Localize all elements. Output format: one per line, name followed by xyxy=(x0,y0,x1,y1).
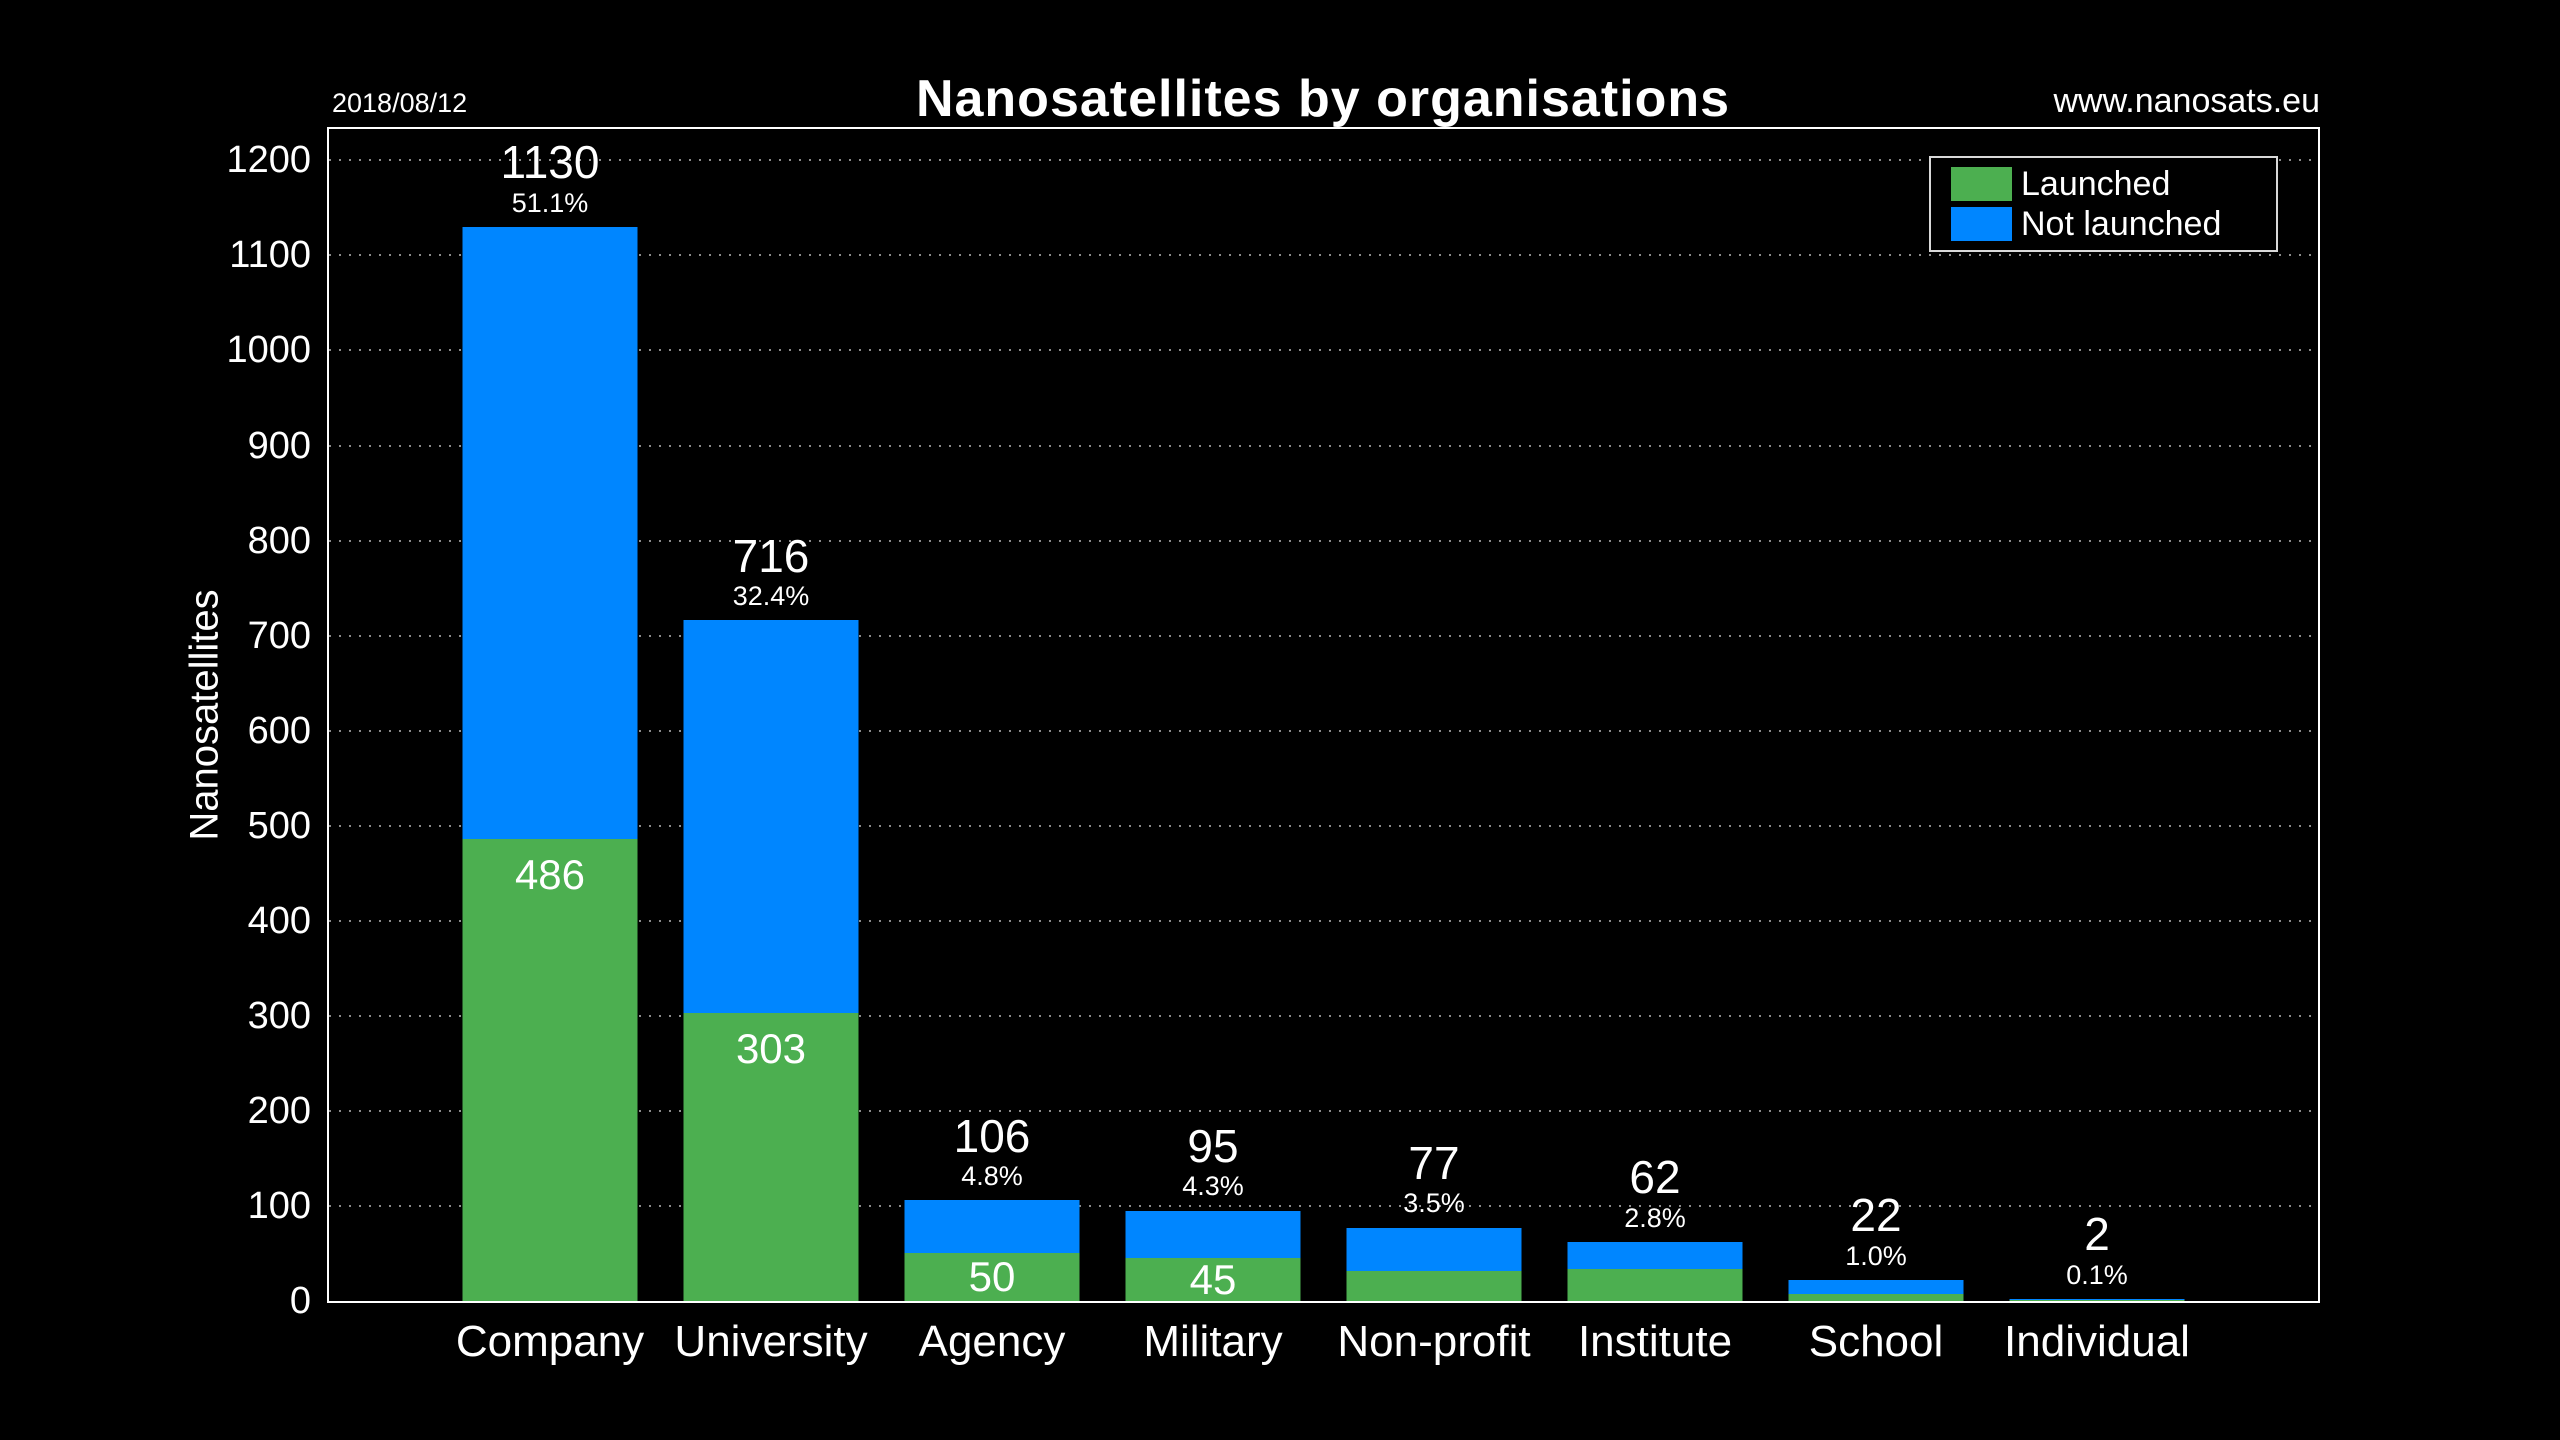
y-tick-1200: 1200 xyxy=(226,139,311,182)
bar-total-block-institute: 62 2.8% xyxy=(1515,1153,1795,1234)
bar-total-label-individual: 2 xyxy=(2084,1208,2110,1261)
bar-segment-launched-agency: 50 xyxy=(904,1253,1080,1301)
bar-percent-label-military: 4.3% xyxy=(1182,1171,1244,1202)
bar-segment-launched-university: 303 xyxy=(683,1013,859,1301)
bar-segment-notlaunched-university xyxy=(683,620,859,1013)
y-tick-900: 900 xyxy=(247,424,311,467)
bar-company: 486 xyxy=(462,226,638,1301)
legend-label-launched: Launched xyxy=(2021,165,2171,203)
x-category-label-institute: Institute xyxy=(1577,1317,1733,1366)
y-tick-400: 400 xyxy=(247,899,311,942)
y-tick-1100: 1100 xyxy=(229,234,311,277)
y-tick-1000: 1000 xyxy=(226,329,311,372)
gridline-1000 xyxy=(329,349,2318,352)
y-tick-800: 800 xyxy=(247,519,311,562)
bar-segment-notlaunched-company xyxy=(462,226,638,840)
x-category-label-university: University xyxy=(674,1317,868,1366)
bar-individual xyxy=(2009,1299,2185,1302)
bar-launched-label-agency: 50 xyxy=(968,1253,1016,1301)
bar-total-label-school: 22 xyxy=(1850,1189,1902,1242)
x-category-label-non-profit: Non-profit xyxy=(1337,1317,1531,1366)
x-category-label-school: School xyxy=(1808,1317,1944,1366)
bar-segment-launched-individual xyxy=(2009,1300,2185,1302)
y-tick-0: 0 xyxy=(289,1280,311,1322)
bar-total-label-institute: 62 xyxy=(1629,1151,1681,1204)
bar-segment-launched-military: 45 xyxy=(1125,1255,1301,1303)
gridline-1100 xyxy=(329,254,2318,257)
y-tick-100: 100 xyxy=(247,1184,311,1227)
gridline-800 xyxy=(329,539,2318,542)
chart-title: Nanosatellites by organisations xyxy=(915,70,1731,128)
bar-segment-notlaunched-agency xyxy=(904,1200,1080,1254)
bar-agency: 50 xyxy=(904,1200,1080,1301)
gridline-300 xyxy=(329,1014,2318,1017)
bar-institute xyxy=(1567,1242,1743,1301)
y-axis-label: Nanosatellites xyxy=(182,589,227,841)
bar-total-block-company: 1130 51.1% xyxy=(410,138,690,219)
y-tick-300: 300 xyxy=(247,994,311,1037)
bar-non-profit xyxy=(1346,1227,1522,1301)
bar-percent-label-non-profit: 3.5% xyxy=(1403,1188,1465,1219)
gridline-100 xyxy=(329,1204,2318,1207)
legend: Launched Not launched xyxy=(1929,156,2278,252)
bar-segment-notlaunched-institute xyxy=(1567,1242,1743,1269)
bar-segment-launched-school xyxy=(1788,1294,1964,1301)
plot-area: 0 100 200 300 400 500 600 700 800 900 1000 1100 1200… xyxy=(226,127,2320,1366)
gridline-900 xyxy=(329,444,2318,447)
x-category-label-agency: Agency xyxy=(918,1317,1066,1366)
gridline-1200 xyxy=(329,159,2318,162)
y-tick-200: 200 xyxy=(247,1089,311,1132)
bar-university: 303 xyxy=(683,620,859,1301)
x-category-label-military: Military xyxy=(1143,1317,1283,1366)
bar-launched-label-company: 486 xyxy=(514,851,586,899)
bar-total-label-university: 716 xyxy=(732,529,810,582)
legend-item-not-launched: Not launched xyxy=(1951,207,2276,241)
bar-total-block-individual: 2 0.1% xyxy=(1957,1210,2237,1291)
bar-segment-notlaunched-individual xyxy=(2009,1299,2185,1301)
bar-total-label-company: 1130 xyxy=(500,136,600,189)
gridline-700 xyxy=(329,634,2318,637)
y-tick-700: 700 xyxy=(247,614,311,657)
y-tick-600: 600 xyxy=(247,709,311,752)
date-label: 2018/08/12 xyxy=(332,88,468,118)
bar-total-block-university: 716 32.4% xyxy=(631,529,911,613)
bar-segment-launched-institute xyxy=(1567,1268,1743,1301)
bar-percent-label-institute: 2.8% xyxy=(1624,1202,1686,1233)
bar-total-label-agency: 106 xyxy=(953,1109,1031,1162)
bar-segment-notlaunched-school xyxy=(1788,1280,1964,1295)
legend-swatch-not-launched xyxy=(1951,207,2012,241)
bar-percent-label-company: 51.1% xyxy=(511,187,589,218)
bar-launched-label-military: 45 xyxy=(1189,1255,1237,1303)
bar-total-block-military: 95 4.3% xyxy=(1073,1122,1353,1203)
x-category-label-company: Company xyxy=(455,1317,645,1366)
gridline-500 xyxy=(329,824,2318,827)
gridline-200 xyxy=(329,1109,2318,1112)
y-tick-500: 500 xyxy=(247,804,311,847)
gridline-600 xyxy=(329,729,2318,732)
legend-item-launched: Launched xyxy=(1951,167,2276,201)
bar-total-block-agency: 106 4.8% xyxy=(852,1109,1132,1193)
bar-percent-label-university: 32.4% xyxy=(732,581,810,612)
bar-percent-label-agency: 4.8% xyxy=(961,1160,1023,1191)
bar-total-block-non-profit: 77 3.5% xyxy=(1294,1139,1574,1220)
legend-swatch-launched xyxy=(1951,167,2012,201)
bar-segment-notlaunched-non-profit xyxy=(1346,1227,1522,1271)
bar-segment-notlaunched-military xyxy=(1125,1210,1301,1259)
bar-school xyxy=(1788,1280,1964,1301)
bar-total-label-military: 95 xyxy=(1187,1120,1239,1173)
x-category-label-individual: Individual xyxy=(2004,1317,2190,1366)
website-label: www.nanosats.eu xyxy=(2053,82,2321,120)
bar-segment-launched-non-profit xyxy=(1346,1270,1522,1301)
legend-label-not-launched: Not launched xyxy=(2021,205,2222,243)
bar-percent-label-individual: 0.1% xyxy=(2066,1259,2128,1290)
bar-total-label-non-profit: 77 xyxy=(1408,1137,1460,1190)
gridline-400 xyxy=(329,919,2318,922)
bar-military: 45 xyxy=(1125,1210,1301,1303)
bar-segment-launched-company: 486 xyxy=(462,839,638,1301)
bar-total-block-school: 22 1.0% xyxy=(1736,1191,2016,1272)
bar-launched-label-university: 303 xyxy=(735,1025,807,1072)
bar-percent-label-school: 1.0% xyxy=(1845,1240,1907,1271)
